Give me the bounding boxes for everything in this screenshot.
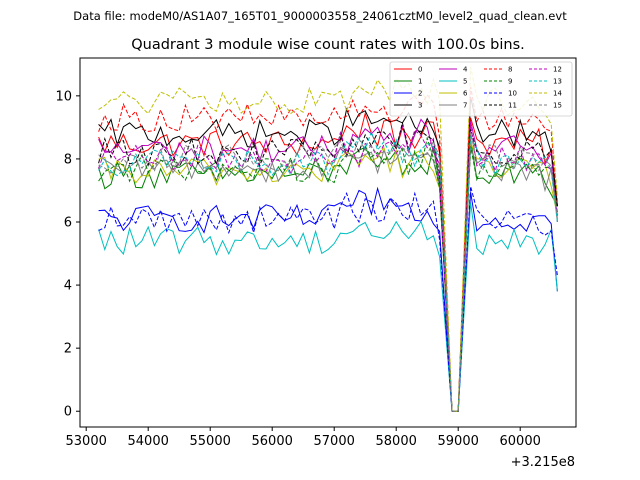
legend-label-3: 3 xyxy=(418,102,422,110)
legend-label-8: 8 xyxy=(508,66,512,74)
legend-label-5: 5 xyxy=(463,78,467,86)
x-tick-label: 56000 xyxy=(252,434,293,449)
chart-suptitle: Data file: modeM0/AS1A07_165T01_90000035… xyxy=(73,9,567,23)
legend-label-9: 9 xyxy=(508,78,512,86)
series-line-11 xyxy=(98,122,558,412)
legend-label-15: 15 xyxy=(553,102,562,110)
legend-label-0: 0 xyxy=(418,66,422,74)
series-line-7 xyxy=(98,146,558,412)
x-tick-label: 53000 xyxy=(66,434,107,449)
y-tick-label: 4 xyxy=(64,279,72,294)
legend-label-11: 11 xyxy=(508,102,517,110)
legend-label-2: 2 xyxy=(418,90,422,98)
x-offset-label: +3.215e8 xyxy=(511,455,575,470)
y-tick-label: 0 xyxy=(64,405,72,420)
y-tick-label: 10 xyxy=(55,89,72,104)
legend-label-4: 4 xyxy=(463,66,468,74)
axes-layer: 53000 54000 55000 56000 57000 58000 59000 60000… xyxy=(55,89,540,449)
chart-title: Quadrant 3 module wise count rates with … xyxy=(131,37,525,53)
legend-label-12: 12 xyxy=(553,66,562,74)
x-tick-label: 55000 xyxy=(190,434,231,449)
x-tick-label: 60000 xyxy=(500,434,541,449)
legend-label-7: 7 xyxy=(463,102,467,110)
legend-label-1: 1 xyxy=(418,78,422,86)
legend-label-13: 13 xyxy=(553,78,562,86)
plot-frame xyxy=(79,57,577,428)
y-tick-label: 8 xyxy=(64,152,72,167)
legend-label-6: 6 xyxy=(463,90,468,98)
series-line-15 xyxy=(98,132,558,412)
series-line-4 xyxy=(98,118,558,412)
legend-label-14: 14 xyxy=(553,90,562,98)
series-line-0 xyxy=(98,111,558,412)
series-line-3 xyxy=(98,96,558,412)
series-line-5 xyxy=(98,202,558,412)
series-line-12 xyxy=(98,125,558,412)
series-line-10 xyxy=(98,186,558,412)
x-tick-label: 59000 xyxy=(438,434,479,449)
series-line-2 xyxy=(98,186,558,412)
series-line-14 xyxy=(98,66,558,412)
series-line-9 xyxy=(98,136,558,412)
x-tick-label: 57000 xyxy=(314,434,355,449)
series-line-1 xyxy=(98,139,558,412)
series-layer xyxy=(98,66,558,412)
x-tick-label: 54000 xyxy=(128,434,169,449)
series-line-13 xyxy=(98,130,558,412)
legend-box xyxy=(389,61,573,117)
legend-label-10: 10 xyxy=(508,90,517,98)
y-tick-label: 2 xyxy=(64,342,72,357)
y-tick-label: 6 xyxy=(64,216,72,231)
x-tick-label: 58000 xyxy=(376,434,417,449)
